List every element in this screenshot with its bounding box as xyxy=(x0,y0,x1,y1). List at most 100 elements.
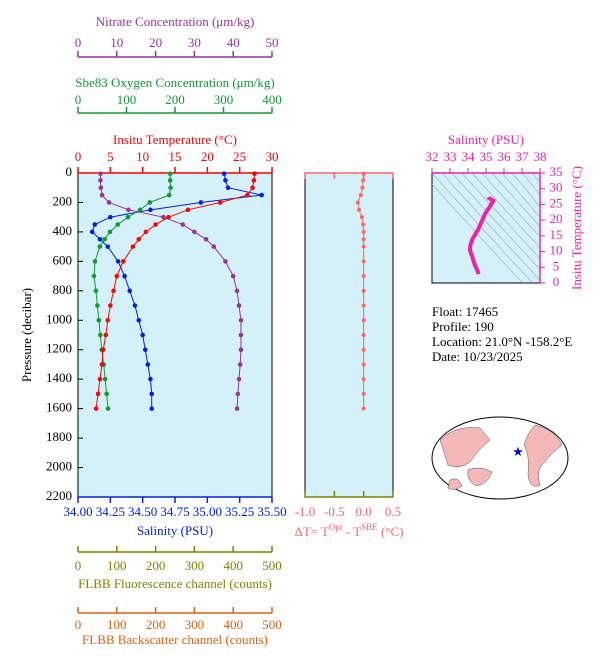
profile-point xyxy=(92,222,98,227)
density-contour xyxy=(481,173,540,238)
profile-point xyxy=(252,171,257,177)
tick-label: 30 xyxy=(266,149,279,164)
delta-point xyxy=(361,171,366,176)
tick-label: 36 xyxy=(498,149,512,164)
profile-point xyxy=(234,288,240,294)
tick-label: 35.25 xyxy=(225,504,254,519)
delta-point xyxy=(359,215,364,220)
delta-panel xyxy=(304,172,394,498)
profile-point xyxy=(96,317,102,323)
ts-panel xyxy=(431,172,541,284)
profile-point xyxy=(238,347,244,353)
label-part: (°C) xyxy=(378,524,404,539)
delta-point xyxy=(361,303,366,308)
tick-label: 100 xyxy=(117,92,137,107)
label-part: - T xyxy=(343,524,362,539)
tick-label: 15 xyxy=(550,227,563,242)
profile-point xyxy=(97,376,103,382)
profile-point xyxy=(137,207,143,213)
profile-point xyxy=(211,244,217,249)
delta-point xyxy=(361,318,366,323)
profile-point xyxy=(122,273,127,279)
tick-label: 10 xyxy=(110,35,123,50)
profile-line xyxy=(91,173,262,409)
profile-point xyxy=(103,332,109,338)
profile-point xyxy=(99,192,105,198)
tick-label: 200 xyxy=(146,558,166,573)
tick-label: 5 xyxy=(107,149,114,164)
y-tick-label: 1600 xyxy=(46,400,72,415)
tick-label: 400 xyxy=(223,558,243,573)
y-tick-label: 0 xyxy=(66,164,73,179)
axis-title: Nitrate Concentration (μm/kg) xyxy=(96,14,255,29)
tick-label: 300 xyxy=(214,92,234,107)
tick-label: 30 xyxy=(550,180,563,195)
profile-point xyxy=(217,200,223,205)
profile-point xyxy=(234,406,240,411)
axis-title: FLBB Fluorescence channel (counts) xyxy=(78,576,272,591)
tick-label: 0 xyxy=(553,274,560,289)
profile-point xyxy=(149,391,155,397)
tick-label: 300 xyxy=(185,617,205,632)
profile-point xyxy=(136,236,142,242)
delta-point xyxy=(361,362,366,367)
profile-point xyxy=(98,178,103,183)
profile-point xyxy=(93,288,99,294)
tick-label: 34.25 xyxy=(96,504,125,519)
profile-point xyxy=(108,303,113,308)
delta-point xyxy=(361,244,366,249)
delta-point xyxy=(361,222,366,227)
profile-point xyxy=(153,222,158,227)
delta-line xyxy=(357,173,365,409)
profile-point xyxy=(107,229,113,235)
profile-point xyxy=(132,303,138,308)
tick-label: 20 xyxy=(149,35,162,50)
profile-line xyxy=(100,173,242,409)
profile-point xyxy=(147,200,153,205)
profile-point xyxy=(130,244,136,249)
profile-point xyxy=(95,303,100,308)
y-tick-label: 800 xyxy=(53,282,73,297)
tick-label: 34.50 xyxy=(128,504,157,519)
delta-point xyxy=(361,333,366,337)
axis-title: Sbe83 Oxygen Concentration (μm/kg) xyxy=(75,75,274,90)
delta-point xyxy=(361,406,366,411)
tick-label: 33 xyxy=(444,149,457,164)
tick-label: 10 xyxy=(550,243,563,258)
tick-label: 0 xyxy=(75,149,82,164)
tick-label: 0.5 xyxy=(385,504,401,519)
profile-point xyxy=(251,178,257,183)
tick-label: 400 xyxy=(223,617,243,632)
tick-label: 34.75 xyxy=(160,504,189,519)
profile-point xyxy=(102,236,107,242)
profile-point xyxy=(145,362,151,367)
y-tick-label: 200 xyxy=(53,193,73,208)
label-part: ΔT= T xyxy=(295,524,330,539)
profile-point xyxy=(98,171,103,177)
profile-point xyxy=(245,192,250,198)
density-contour xyxy=(471,173,540,249)
profile-point xyxy=(97,244,103,249)
density-contour xyxy=(521,173,540,196)
tick-label: 40 xyxy=(227,35,240,50)
profile-point xyxy=(125,214,131,220)
profile-point xyxy=(140,332,145,338)
profile-point xyxy=(104,391,109,397)
tick-label: 400 xyxy=(262,92,282,107)
delta-point xyxy=(356,207,361,212)
profile-point xyxy=(236,303,242,308)
y-tick-label: 1000 xyxy=(46,311,72,326)
delta-point xyxy=(361,391,366,396)
delta-axis-title: ΔT= TOpt - TSBE (°C) xyxy=(295,522,404,539)
delta-point xyxy=(360,185,365,190)
y-tick-label: 2000 xyxy=(46,459,72,474)
axis-title: Salinity (PSU) xyxy=(137,523,213,538)
tick-label: 500 xyxy=(262,558,282,573)
ts-y-title: Insitu Temperature (°C) xyxy=(569,166,584,290)
tick-label: 20 xyxy=(201,149,214,164)
delta-point xyxy=(361,377,366,382)
tick-label: 200 xyxy=(165,92,185,107)
profile-point xyxy=(166,192,172,198)
profile-point xyxy=(203,236,209,242)
ts-curve xyxy=(467,195,496,276)
